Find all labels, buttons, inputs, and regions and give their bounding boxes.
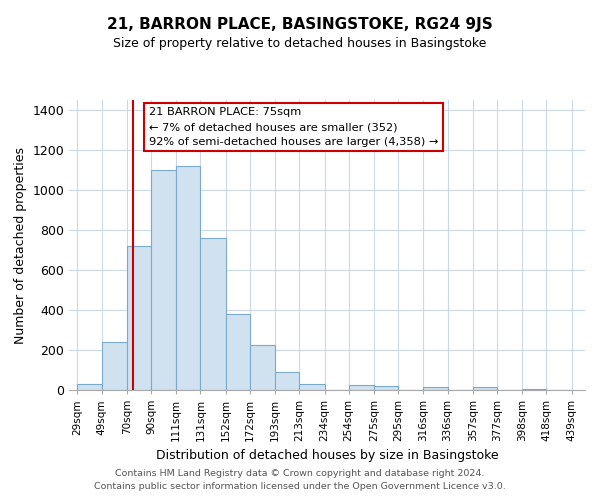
Bar	[226, 314, 250, 390]
Text: Contains HM Land Registry data © Crown copyright and database right 2024.: Contains HM Land Registry data © Crown c…	[115, 468, 485, 477]
Bar	[77, 384, 101, 390]
Bar	[473, 387, 497, 390]
Bar	[275, 372, 299, 390]
X-axis label: Distribution of detached houses by size in Basingstoke: Distribution of detached houses by size …	[155, 450, 499, 462]
Bar	[424, 387, 448, 390]
Text: 21 BARRON PLACE: 75sqm
← 7% of detached houses are smaller (352)
92% of semi-det: 21 BARRON PLACE: 75sqm ← 7% of detached …	[149, 108, 439, 147]
Bar	[151, 170, 176, 390]
Bar	[523, 389, 547, 390]
Bar	[127, 246, 151, 390]
Bar	[176, 166, 200, 390]
Text: Size of property relative to detached houses in Basingstoke: Size of property relative to detached ho…	[113, 38, 487, 51]
Bar	[101, 342, 127, 390]
Bar	[374, 386, 398, 390]
Bar	[349, 385, 374, 390]
Bar	[299, 384, 325, 390]
Bar	[250, 345, 275, 390]
Text: Contains public sector information licensed under the Open Government Licence v3: Contains public sector information licen…	[94, 482, 506, 491]
Y-axis label: Number of detached properties: Number of detached properties	[14, 146, 27, 344]
Text: 21, BARRON PLACE, BASINGSTOKE, RG24 9JS: 21, BARRON PLACE, BASINGSTOKE, RG24 9JS	[107, 18, 493, 32]
Bar	[200, 238, 226, 390]
